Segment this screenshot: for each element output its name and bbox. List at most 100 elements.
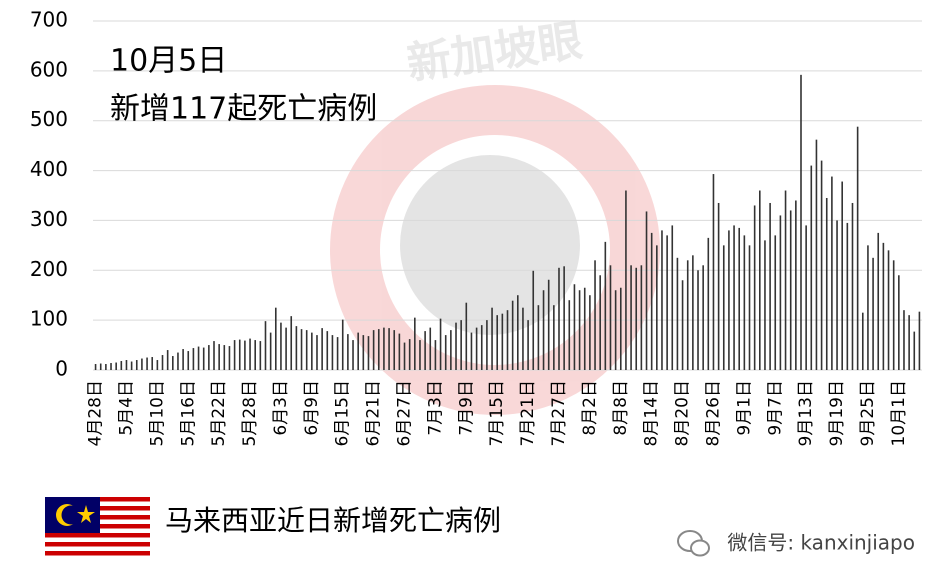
chart-caption: 马来西亚近日新增死亡病例 [165,504,501,537]
bar [450,330,452,370]
bar [614,290,617,370]
bar [305,330,308,370]
bar [403,342,406,370]
bar [738,227,741,370]
bar [280,322,282,370]
bar [434,340,437,370]
bar [640,265,643,370]
x-tick-label: 9月1日 [734,380,754,436]
bar [182,349,184,370]
bar [764,240,766,370]
bar [609,265,612,370]
y-tick-label: 0 [55,357,68,381]
x-tick-label: 7月21日 [518,380,538,446]
bar [625,190,627,370]
bar [604,241,607,370]
bar [733,225,735,370]
bar [671,225,674,370]
bar [666,235,668,370]
bar [202,347,205,370]
bar [115,362,117,370]
bar [527,320,529,370]
bar [645,211,648,370]
bar [347,334,349,370]
bar [831,176,833,370]
bar [166,350,169,370]
bar [774,235,777,370]
bar [254,340,256,370]
bar [908,315,910,370]
x-tick-label: 6月9日 [302,380,322,436]
x-tick-label: 6月15日 [333,380,353,446]
bar [197,346,200,370]
bar [331,335,334,370]
y-tick-label: 300 [30,207,68,231]
bar [172,356,174,370]
bar [295,326,298,370]
bar [676,257,679,370]
plot: 0 100 200 300 400 500 600 700 4月28日 5月4日 5月10日 5月16… [30,8,922,446]
bar [594,260,596,370]
x-tick-label: 6月3日 [271,380,291,436]
x-tick-label: 8月26日 [703,380,723,446]
bar [362,335,365,370]
bar [285,327,287,370]
bar [877,232,880,370]
bar [743,235,746,370]
bar [702,265,704,370]
bar [460,320,462,370]
bar [300,329,303,370]
bar [681,280,684,370]
y-tick-label: 100 [30,307,68,331]
bar [810,165,813,370]
bar [686,260,689,370]
bar [748,245,751,370]
bar [408,339,411,370]
bar [872,257,874,370]
bar [635,267,638,370]
y-tick-label: 400 [30,157,68,181]
watermark-text: 新加坡眼 [404,15,585,90]
bar [619,287,622,370]
bar [583,287,586,370]
bar [125,360,128,370]
bar [805,225,807,370]
bar [898,275,900,370]
bar [506,310,509,370]
bar [120,361,123,370]
bar [800,74,802,371]
bar [259,341,262,370]
bar [697,270,699,370]
bar [892,260,895,370]
bar [692,255,694,370]
bar [815,139,818,370]
bar [326,331,329,370]
x-tick-label: 9月25日 [858,380,878,446]
bar [208,345,210,370]
chart-title: 10月5日 [110,44,227,79]
bar [357,332,359,370]
bar [496,315,499,370]
bar [501,313,504,370]
bar [707,237,710,370]
bar [475,327,478,370]
bar [825,197,828,370]
bar [444,335,447,370]
bar [424,331,426,370]
bar [398,333,401,370]
watermark-logo: 新加坡眼 [330,15,660,415]
bar [589,295,591,370]
bar [414,317,416,370]
bar [568,300,571,370]
bar [249,338,251,370]
bar [223,345,226,370]
bar [130,361,133,370]
bar [851,202,854,370]
bar [630,265,632,370]
bar [352,340,354,370]
bar [156,360,159,370]
bar [146,357,148,370]
bar [419,340,421,370]
x-tick-label: 9月7日 [765,380,785,436]
bar [722,245,725,370]
